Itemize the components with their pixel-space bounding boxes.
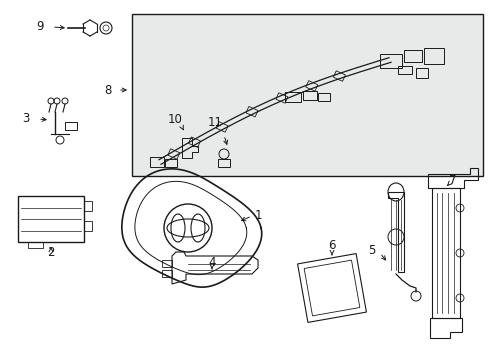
Bar — [423, 48, 443, 64]
Bar — [318, 93, 330, 101]
Bar — [164, 159, 177, 167]
Text: 4: 4 — [208, 256, 215, 270]
Bar — [303, 91, 317, 100]
Text: 2: 2 — [47, 247, 55, 260]
Bar — [333, 71, 345, 81]
Bar — [84, 201, 92, 211]
Bar — [18, 196, 84, 242]
Bar — [245, 107, 258, 117]
Text: 1: 1 — [254, 208, 261, 221]
Bar — [403, 50, 421, 62]
Bar — [218, 159, 229, 167]
Text: 8: 8 — [104, 84, 111, 96]
Bar — [415, 68, 427, 78]
Bar — [275, 93, 287, 103]
Bar — [150, 157, 163, 167]
Bar — [397, 66, 411, 74]
Bar — [216, 122, 227, 132]
Bar — [188, 137, 200, 147]
Text: 9: 9 — [36, 19, 43, 32]
Bar — [84, 221, 92, 231]
Bar — [305, 81, 317, 91]
Bar — [167, 149, 180, 159]
Bar — [379, 54, 401, 68]
Bar — [162, 260, 172, 267]
Text: 5: 5 — [367, 243, 375, 257]
Text: 11: 11 — [207, 116, 222, 129]
Bar — [285, 92, 301, 102]
Bar — [28, 242, 43, 248]
Bar — [431, 188, 459, 318]
Text: 7: 7 — [448, 174, 456, 186]
Text: 3: 3 — [22, 112, 30, 125]
Bar — [132, 14, 482, 176]
Text: 6: 6 — [327, 239, 335, 252]
Text: 10: 10 — [167, 113, 182, 126]
Bar — [162, 270, 172, 277]
